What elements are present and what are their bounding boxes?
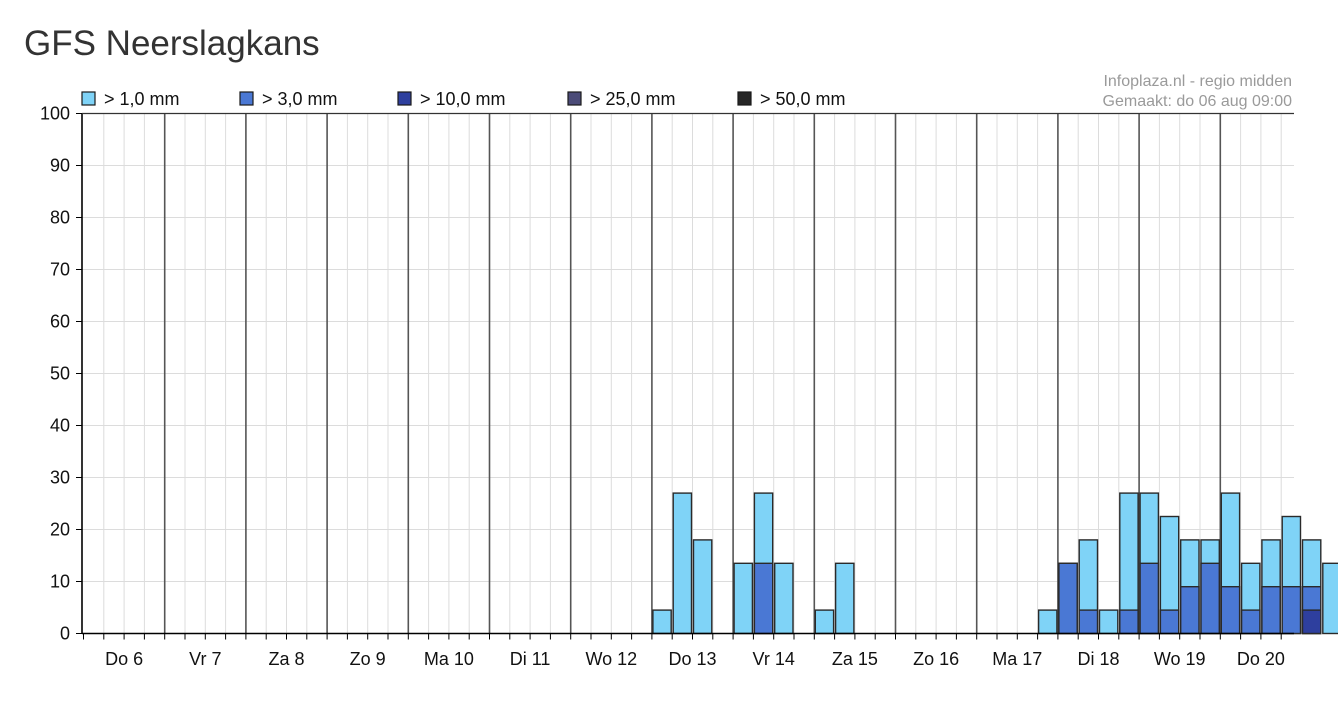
- bar: [774, 562, 794, 635]
- legend-swatch: [567, 91, 582, 106]
- legend-swatch: [397, 91, 412, 106]
- y-tick-label: 100: [40, 104, 70, 124]
- bar: [1098, 609, 1119, 635]
- bar: [652, 609, 672, 635]
- bar: [834, 562, 855, 635]
- x-tick-label: Wo 19: [1154, 649, 1206, 669]
- bars: [652, 492, 1338, 635]
- bar: [1281, 586, 1302, 635]
- bar: [1159, 609, 1180, 635]
- legend-label: > 25,0 mm: [590, 89, 676, 109]
- y-tick-label: 30: [50, 468, 70, 488]
- x-tick-label: Za 8: [268, 649, 304, 669]
- bar: [1037, 609, 1058, 635]
- y-tick-label: 70: [50, 260, 70, 280]
- x-tick-label: Ma 17: [992, 649, 1042, 669]
- bar: [672, 492, 693, 635]
- y-tick-label: 10: [50, 572, 70, 592]
- x-tick-label: Zo 16: [913, 649, 959, 669]
- x-tick-label: Za 15: [832, 649, 878, 669]
- bar: [1139, 562, 1160, 635]
- day-separators: [163, 113, 1222, 634]
- bar: [1200, 562, 1220, 635]
- y-tick-label: 90: [50, 156, 70, 176]
- x-tick-label: Ma 10: [424, 649, 474, 669]
- y-tick-label: 60: [50, 312, 70, 332]
- y-tick-label: 0: [60, 624, 70, 644]
- legend-label: > 1,0 mm: [104, 89, 180, 109]
- bar: [753, 562, 774, 635]
- x-tick-label: Zo 9: [350, 649, 386, 669]
- bar: [1058, 562, 1078, 635]
- x-tick-label: Vr 14: [753, 649, 795, 669]
- bar: [692, 539, 713, 635]
- bar: [733, 562, 754, 635]
- legend-swatch: [81, 91, 96, 106]
- legend-swatch: [737, 91, 752, 106]
- bar: [1078, 609, 1099, 635]
- bar: [1179, 586, 1200, 635]
- source-label: Infoplaza.nl - regio midden: [1103, 73, 1292, 90]
- bar: [1119, 609, 1139, 635]
- bar: [1261, 586, 1281, 635]
- page-title: GFS Neerslagkans: [24, 24, 320, 63]
- y-tick-label: 80: [50, 208, 70, 228]
- x-axis-labels: Do 6 Vr 7 Za 8 Zo 9 Ma 10 Di 11 Wo 12 Do 13 Vr 1…: [105, 640, 1338, 680]
- x-tick-label: Di 18: [1077, 649, 1119, 669]
- y-tick-label: 50: [50, 364, 70, 384]
- bar: [1301, 609, 1322, 635]
- x-tick-label: Di 11: [510, 649, 551, 669]
- legend-label: > 50,0 mm: [760, 89, 846, 109]
- legend-swatch: [239, 91, 254, 106]
- x-tick-label: Wo 12: [585, 649, 637, 669]
- bar: [814, 609, 835, 635]
- x-tick-label: Vr 7: [189, 649, 221, 669]
- x-tick-label: Do 20: [1237, 649, 1285, 669]
- bar: [1322, 562, 1338, 635]
- bar: [1240, 609, 1261, 635]
- legend-label: > 3,0 mm: [262, 89, 338, 109]
- created-label: Gemaakt: do 06 aug 09:00: [1103, 93, 1293, 110]
- legend: > 1,0 mm > 3,0 mm > 10,0 mm > 25,0 mm > 50,0…: [81, 89, 846, 109]
- y-axis-labels: 0 10 20 30 40 50 60 70 80 90 100: [40, 104, 70, 644]
- y-tick-label: 20: [50, 520, 70, 540]
- axes: [76, 112, 1294, 640]
- bar: [1220, 586, 1241, 635]
- x-tick-label: Do 6: [105, 649, 143, 669]
- legend-label: > 10,0 mm: [420, 89, 506, 109]
- x-tick-label: Do 13: [668, 649, 716, 669]
- y-tick-label: 40: [50, 416, 70, 436]
- label-clip: [1295, 640, 1338, 680]
